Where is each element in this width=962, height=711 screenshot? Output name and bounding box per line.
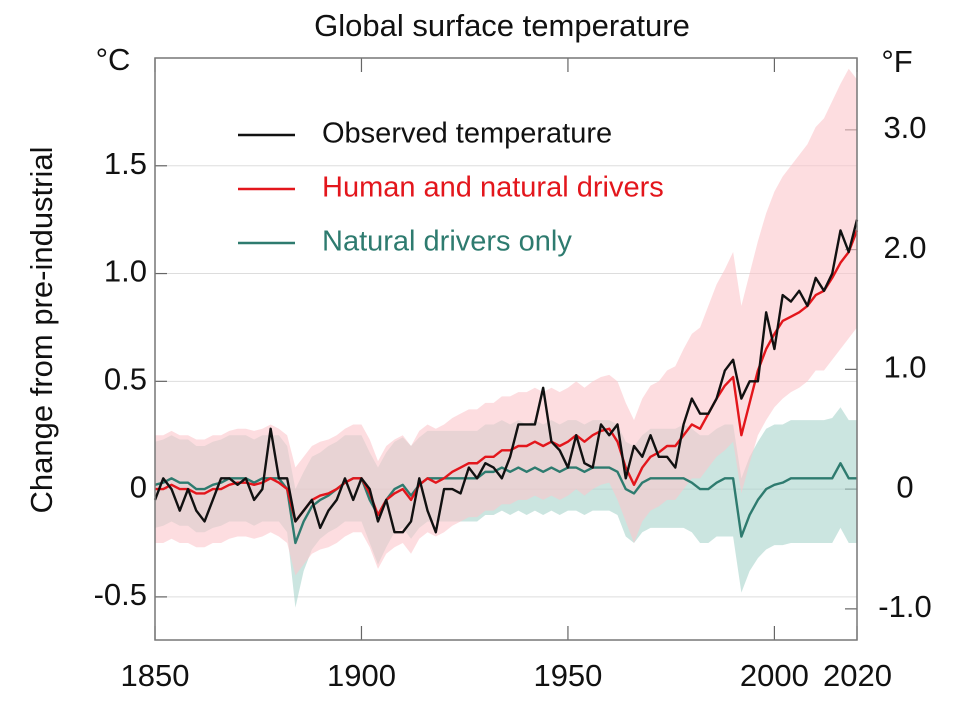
y-axis-label: Change from pre-industrial <box>24 146 59 513</box>
y2-tick-label: 1.0 <box>883 350 926 385</box>
y2-unit: °F <box>881 44 912 79</box>
y-tick-label: 1.5 <box>104 146 147 181</box>
y-tick-label: -0.5 <box>94 577 147 612</box>
x-tick-label: 2000 <box>740 658 809 693</box>
y-tick-label: 0 <box>130 469 147 504</box>
series-line <box>155 230 859 523</box>
plot-frame <box>154 57 858 641</box>
series-line <box>153 219 859 534</box>
legend-label: Observed temperature <box>322 118 612 150</box>
y2-tick-label: -1.0 <box>878 589 931 624</box>
y2-tick-label: 0 <box>896 469 913 504</box>
y-tick-label: 1.0 <box>104 254 147 289</box>
chart-title: Global surface temperature <box>314 8 690 43</box>
y2-tick-label: 3.0 <box>883 110 926 145</box>
legend-label: Natural drivers only <box>322 226 572 258</box>
x-tick-label: 1850 <box>121 658 190 693</box>
x-tick-label: 1950 <box>533 658 602 693</box>
legend-label: Human and natural drivers <box>322 172 664 204</box>
uncertainty-band <box>155 68 857 576</box>
y2-tick-label: 2.0 <box>883 230 926 265</box>
y-tick-label: 0.5 <box>104 362 147 397</box>
x-tick-label: 1900 <box>327 658 396 693</box>
y-unit: °C <box>96 42 131 77</box>
x-tick-label: 2020 <box>823 658 892 693</box>
